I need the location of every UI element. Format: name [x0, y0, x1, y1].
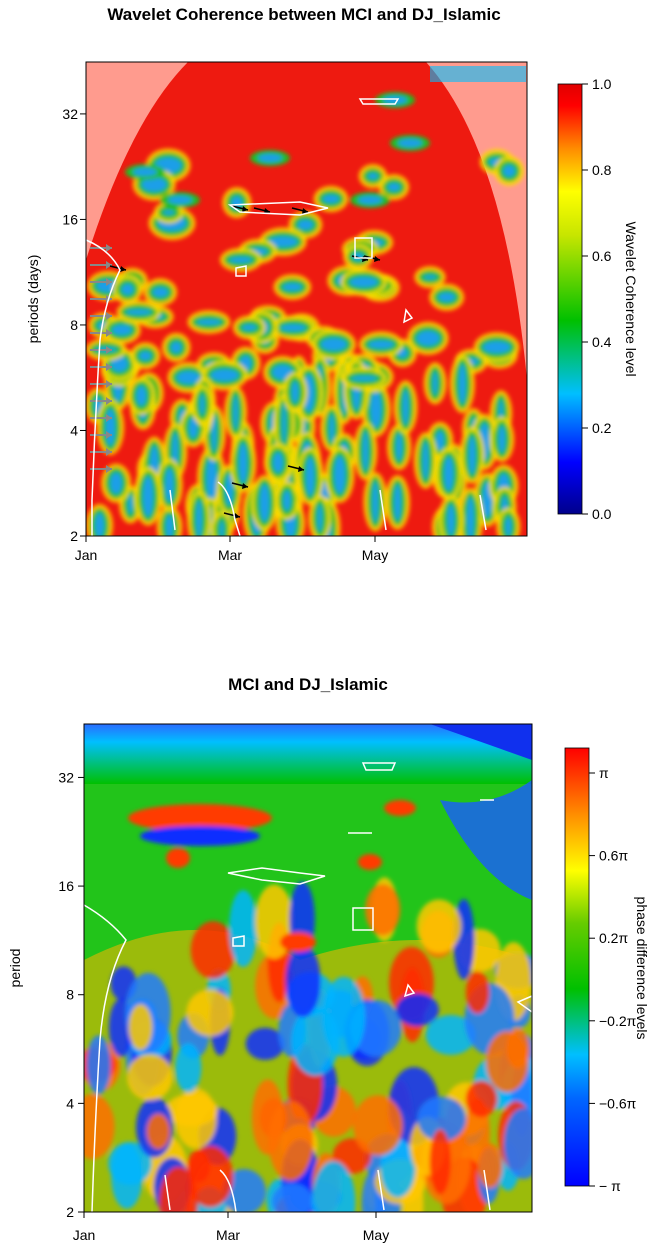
coherence-colorbar-tick-label: 0.0 [592, 506, 612, 522]
coherence-x-axis: Jan Mar May [75, 536, 388, 563]
phase-y-tick-label: 16 [58, 878, 74, 894]
coherence-y-tick-label: 4 [70, 422, 78, 438]
phase-y-tick-label: 4 [66, 1095, 74, 1111]
phase-colorbar-tick-label: − π [599, 1178, 621, 1194]
coherence-colorbar-tick-label: 1.0 [592, 76, 612, 92]
phase-x-tick-label: Jan [73, 1227, 96, 1243]
chart-title-coherence: Wavelet Coherence between MCI and DJ_Isl… [107, 5, 500, 24]
coherence-colorbar-tick-label: 0.6 [592, 248, 612, 264]
phase-y-label: period [7, 949, 23, 988]
coherence-y-axis: 2 4 8 16 32 [62, 106, 86, 544]
phase-y-tick-label: 8 [66, 987, 74, 1003]
coherence-plot-area [86, 62, 527, 536]
phase-y-tick-label: 2 [66, 1204, 74, 1220]
coherence-x-tick-label: Jan [75, 547, 98, 563]
phase-x-tick-label: May [363, 1227, 389, 1243]
coherence-y-label: periods (days) [25, 255, 41, 344]
significance-contours-bottom [84, 762, 532, 1212]
phase-colorbar-title: phase difference levels [634, 897, 650, 1040]
coherence-x-tick-label: Mar [218, 547, 242, 563]
phase-top-band [84, 724, 532, 784]
phase-colorbar-ticks: π 0.6π 0.2π −0.2π −0.6π − π [589, 765, 637, 1194]
significance-contours-top [86, 98, 487, 536]
phase-x-tick-label: Mar [216, 1227, 240, 1243]
phase-y-axis: 2 4 8 16 32 [58, 769, 84, 1220]
coherence-colorbar-ticks: 0.0 0.2 0.4 0.6 0.8 1.0 [582, 76, 612, 522]
phase-x-axis: Jan Mar May [73, 1212, 389, 1243]
coherence-x-tick-label: May [362, 547, 388, 563]
coherence-colorbar-tick-label: 0.4 [592, 334, 612, 350]
phase-colorbar-tick-label: −0.6π [599, 1095, 637, 1111]
chart-title-phase: MCI and DJ_Islamic [228, 675, 388, 694]
phase-colorbar [564, 747, 590, 1187]
phase-colorbar-tick-label: 0.2π [599, 930, 628, 946]
coherence-low-regions [86, 92, 525, 536]
coherence-plot-frame [85, 61, 528, 537]
phase-colorbar-tick-label: 0.6π [599, 848, 628, 864]
coherence-y-tick-label: 32 [62, 106, 78, 122]
coherence-colorbar-tick-label: 0.8 [592, 162, 612, 178]
coherence-y-tick-label: 16 [62, 211, 78, 227]
phase-colorbar-tick-label: −0.2π [599, 1013, 637, 1029]
phase-colorbar-tick-label: π [599, 765, 609, 781]
coherence-y-tick-label: 2 [70, 528, 78, 544]
coherence-colorbar-tick-label: 0.2 [592, 420, 612, 436]
phase-y-tick-label: 32 [58, 769, 74, 785]
coherence-y-tick-label: 8 [70, 317, 78, 333]
phase-regions [84, 800, 532, 1212]
coherence-top-right-region [430, 66, 526, 82]
phase-plot-frame [83, 723, 533, 1213]
coherence-colorbar-title: Wavelet Coherence level [623, 221, 639, 376]
coherence-colorbar [557, 83, 583, 515]
phase-plot-area [84, 724, 532, 1212]
